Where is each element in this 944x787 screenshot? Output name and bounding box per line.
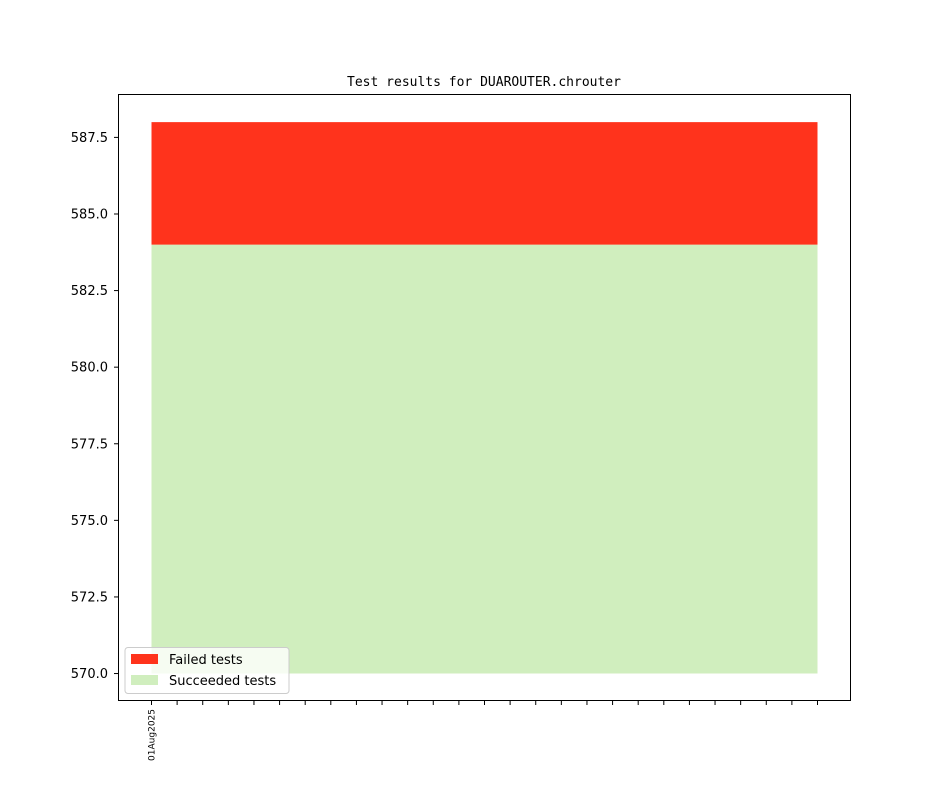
y-tick-label: 577.5 bbox=[71, 437, 108, 452]
legend-label-failed: Failed tests bbox=[169, 653, 243, 668]
legend-swatch-failed bbox=[131, 654, 158, 664]
area-failed-tests bbox=[151, 122, 818, 245]
legend-label-succeeded: Succeeded tests bbox=[169, 674, 276, 689]
y-tick-label: 575.0 bbox=[71, 514, 108, 529]
chart-title: Test results for DUAROUTER.chrouter bbox=[347, 75, 621, 90]
area-succeeded-tests bbox=[151, 244, 818, 674]
y-tick-label: 570.0 bbox=[71, 667, 108, 682]
x-tick-label: 01Aug2025 bbox=[148, 709, 158, 761]
y-tick-label: 582.5 bbox=[71, 284, 108, 299]
y-tick-label: 585.0 bbox=[71, 207, 108, 222]
y-tick-label: 580.0 bbox=[71, 361, 108, 376]
y-tick-label: 587.5 bbox=[71, 131, 108, 146]
legend: Failed tests Succeeded tests bbox=[124, 647, 290, 694]
legend-swatch-succeeded bbox=[131, 675, 158, 685]
y-tick-label: 572.5 bbox=[71, 590, 108, 605]
